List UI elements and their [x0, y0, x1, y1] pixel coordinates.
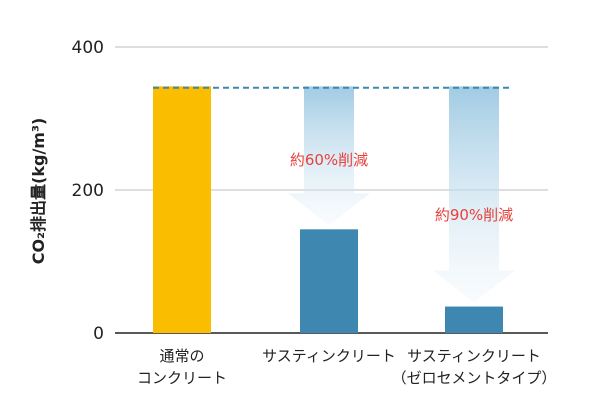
y-tick-label: 200 [72, 181, 104, 201]
y-axis-label: CO₂排出量(kg/m³) [29, 118, 48, 265]
category-label: 通常の [159, 347, 204, 365]
y-tick-label: 0 [93, 324, 104, 344]
reduction-arrow [433, 86, 515, 303]
reduction-label: 約90%削減 [435, 206, 513, 224]
bars [153, 86, 503, 333]
reduction-arrow [288, 86, 370, 226]
bar [300, 229, 358, 333]
reduction-arrows [288, 86, 515, 303]
bar [153, 86, 211, 333]
y-tick-label: 400 [72, 38, 104, 58]
bar [445, 306, 503, 333]
category-label: サスティンクリート [262, 347, 396, 365]
category-label: （ゼロセメントタイプ） [392, 369, 557, 387]
reduction-label: 約60%削減 [290, 151, 368, 169]
category-label: サスティンクリート [407, 347, 541, 365]
category-label: コンクリート [137, 369, 227, 387]
